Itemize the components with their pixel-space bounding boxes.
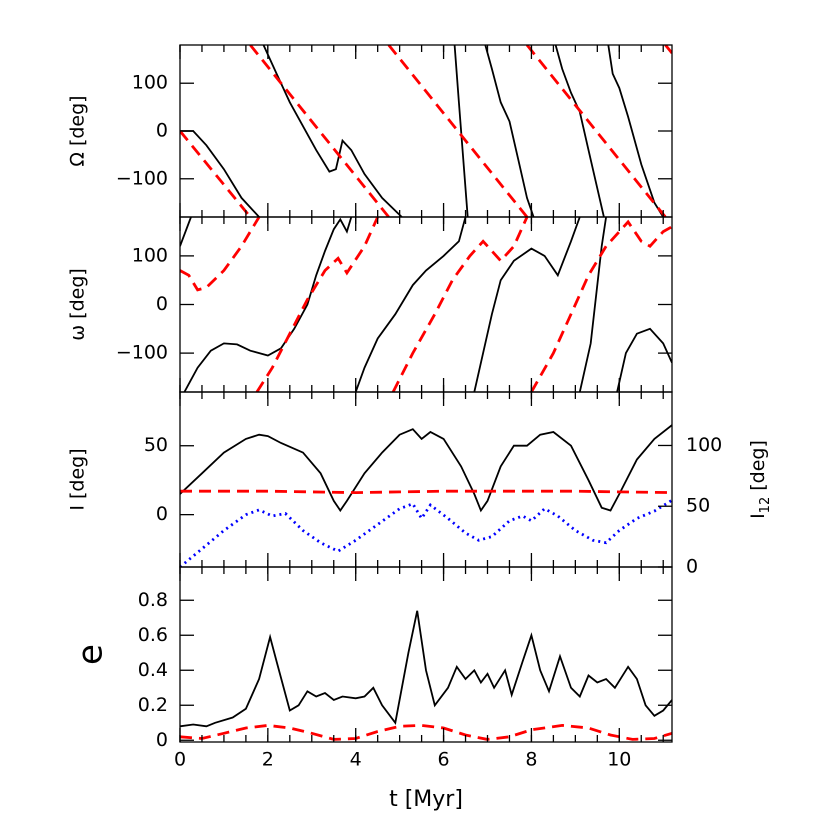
series-line [180, 217, 672, 392]
series-line [180, 499, 672, 567]
series-line [180, 217, 672, 392]
axes-frame [179, 566, 673, 743]
x-axis-label: t [Myr] [389, 787, 463, 812]
y-tick-label: 50 [144, 434, 168, 456]
y-tick-label: 0 [156, 293, 168, 315]
y-axis-label: ω [deg] [67, 268, 89, 341]
y2-axis-label-part: [deg] [747, 440, 769, 497]
y-axis-label: e [71, 644, 111, 665]
y-tick-label: 0 [156, 729, 168, 751]
series-line [180, 489, 672, 495]
y-tick-label: 0 [156, 503, 168, 525]
y-tick-label: −100 [116, 342, 168, 364]
series-line [180, 45, 664, 217]
plot-area [180, 610, 672, 741]
y-axis-label: I [deg] [67, 448, 89, 510]
y-tick-label: 0.2 [138, 694, 168, 716]
plot-area [180, 217, 672, 392]
axes-frame [179, 391, 673, 568]
y2-tick-label: 0 [686, 556, 698, 578]
series-line [180, 723, 672, 741]
y-tick-label: 0.6 [138, 624, 168, 646]
y-tick-label: 100 [132, 72, 168, 94]
y2-axis-label-part: I [747, 513, 769, 519]
x-tick-label: 2 [262, 749, 274, 771]
y2-axis-label: I12 [deg] [747, 440, 774, 519]
y2-tick-label: 100 [686, 434, 722, 456]
x-tick-label: 4 [350, 749, 362, 771]
y-tick-label: 0 [156, 120, 168, 142]
axes-frame [179, 216, 673, 393]
x-tick-label: 8 [525, 749, 537, 771]
x-tick-label: 6 [438, 749, 450, 771]
y2-tick-label: 50 [686, 495, 710, 517]
x-tick-label: 10 [607, 749, 631, 771]
y-tick-label: 0.4 [138, 659, 168, 681]
y-tick-label: 100 [132, 244, 168, 266]
y-tick-label: 0.8 [138, 589, 168, 611]
plot-area [180, 424, 672, 567]
series-line [180, 424, 672, 513]
y-tick-label: −100 [116, 167, 168, 189]
y2-axis-label-part: 12 [758, 497, 773, 514]
plot-area [180, 45, 672, 217]
y-axis-label: Ω [deg] [67, 95, 89, 166]
series-line [180, 610, 672, 728]
x-tick-label: 0 [174, 749, 186, 771]
